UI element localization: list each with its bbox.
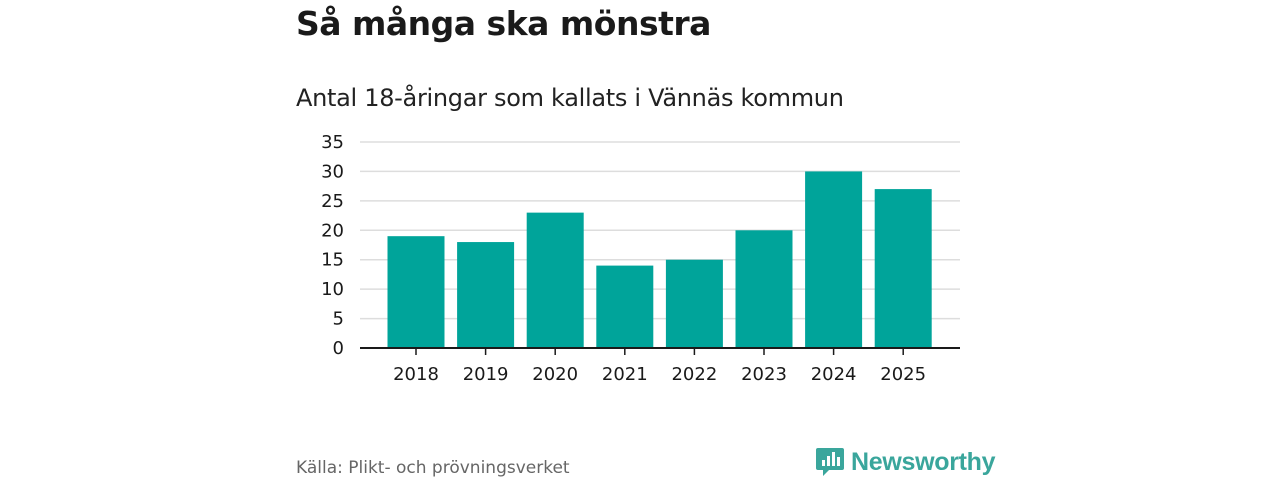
y-tick-label: 20 — [321, 220, 344, 241]
x-tick-label: 2025 — [880, 364, 926, 385]
x-tick-label: 2018 — [393, 364, 439, 385]
x-tick-label: 2023 — [741, 364, 787, 385]
bar — [805, 171, 863, 348]
chart-title: Så många ska mönstra — [296, 4, 711, 43]
newsworthy-logo-icon — [816, 448, 844, 476]
chart-subtitle: Antal 18-åringar som kallats i Vännäs ko… — [296, 84, 844, 112]
bar — [665, 259, 723, 348]
bar — [874, 189, 932, 348]
bar — [596, 265, 654, 348]
y-tick-label: 15 — [321, 250, 344, 271]
x-tick-label: 2022 — [671, 364, 717, 385]
x-tick-label: 2021 — [602, 364, 648, 385]
bar — [457, 242, 515, 348]
y-tick-label: 30 — [321, 161, 344, 182]
y-tick-label: 5 — [333, 309, 344, 330]
x-tick-label: 2020 — [532, 364, 578, 385]
y-tick-label: 0 — [333, 338, 344, 359]
bar — [387, 236, 445, 348]
x-tick-label: 2024 — [811, 364, 857, 385]
brand-name: Newsworthy — [851, 447, 996, 476]
source-note: Källa: Plikt- och prövningsverket — [296, 458, 570, 478]
x-tick-label: 2019 — [463, 364, 509, 385]
y-tick-label: 25 — [321, 191, 344, 212]
y-tick-label: 35 — [321, 132, 344, 153]
brand-logo: Newsworthy — [815, 446, 996, 478]
bar — [735, 230, 793, 348]
y-tick-label: 10 — [321, 279, 344, 300]
bar — [526, 212, 584, 348]
